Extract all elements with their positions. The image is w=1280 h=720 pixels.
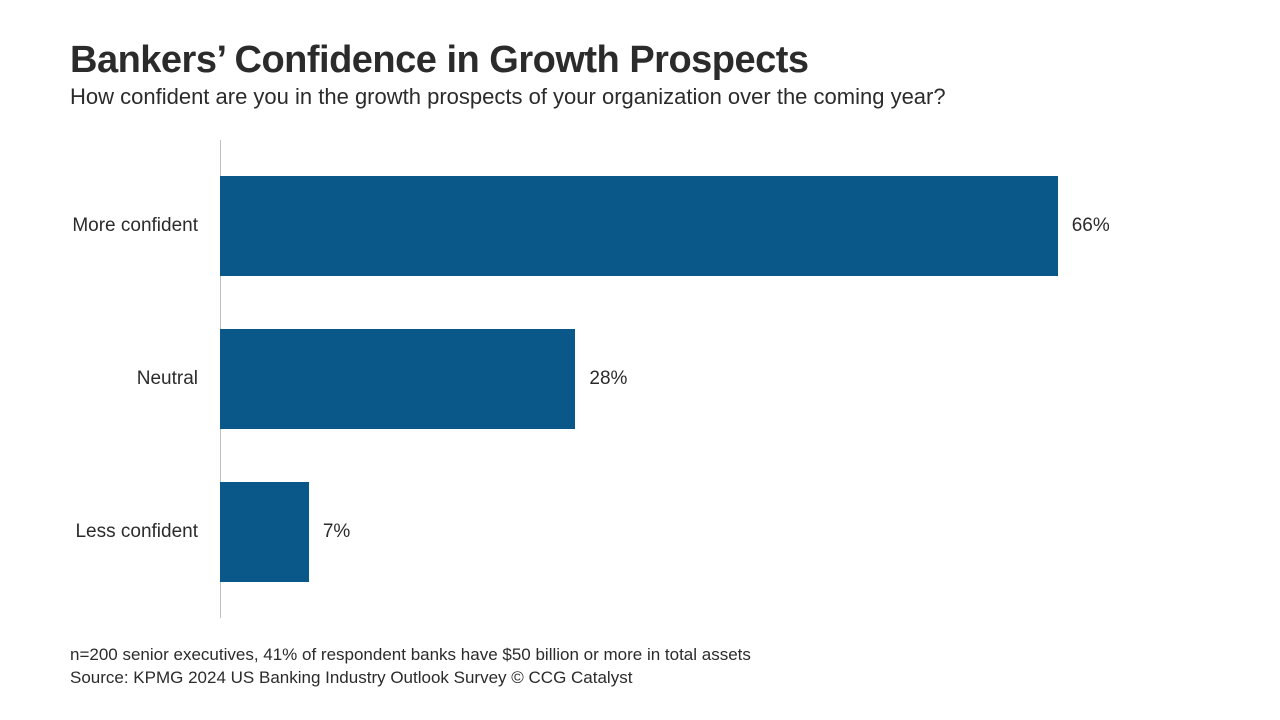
bar-row-more-confident: More confident 66% (220, 176, 1210, 276)
footnote-line-2: Source: KPMG 2024 US Banking Industry Ou… (70, 667, 1210, 690)
footnote: n=200 senior executives, 41% of responde… (70, 644, 1210, 690)
category-label: More confident (60, 215, 210, 237)
bar (220, 482, 309, 582)
bar-row-less-confident: Less confident 7% (220, 482, 1210, 582)
footnote-line-1: n=200 senior executives, 41% of responde… (70, 644, 1210, 667)
bars-container: More confident 66% Neutral 28% Less conf… (220, 140, 1210, 618)
value-label: 7% (323, 521, 350, 543)
chart-area: More confident 66% Neutral 28% Less conf… (70, 140, 1210, 618)
value-label: 28% (589, 368, 627, 390)
chart-page: Bankers’ Confidence in Growth Prospects … (0, 0, 1280, 720)
category-label: Less confident (60, 521, 210, 543)
value-label: 66% (1072, 215, 1110, 237)
bar (220, 176, 1058, 276)
chart-subtitle: How confident are you in the growth pros… (70, 84, 1210, 110)
bar-row-neutral: Neutral 28% (220, 329, 1210, 429)
bar (220, 329, 575, 429)
category-label: Neutral (60, 368, 210, 390)
chart-title: Bankers’ Confidence in Growth Prospects (70, 40, 1210, 82)
